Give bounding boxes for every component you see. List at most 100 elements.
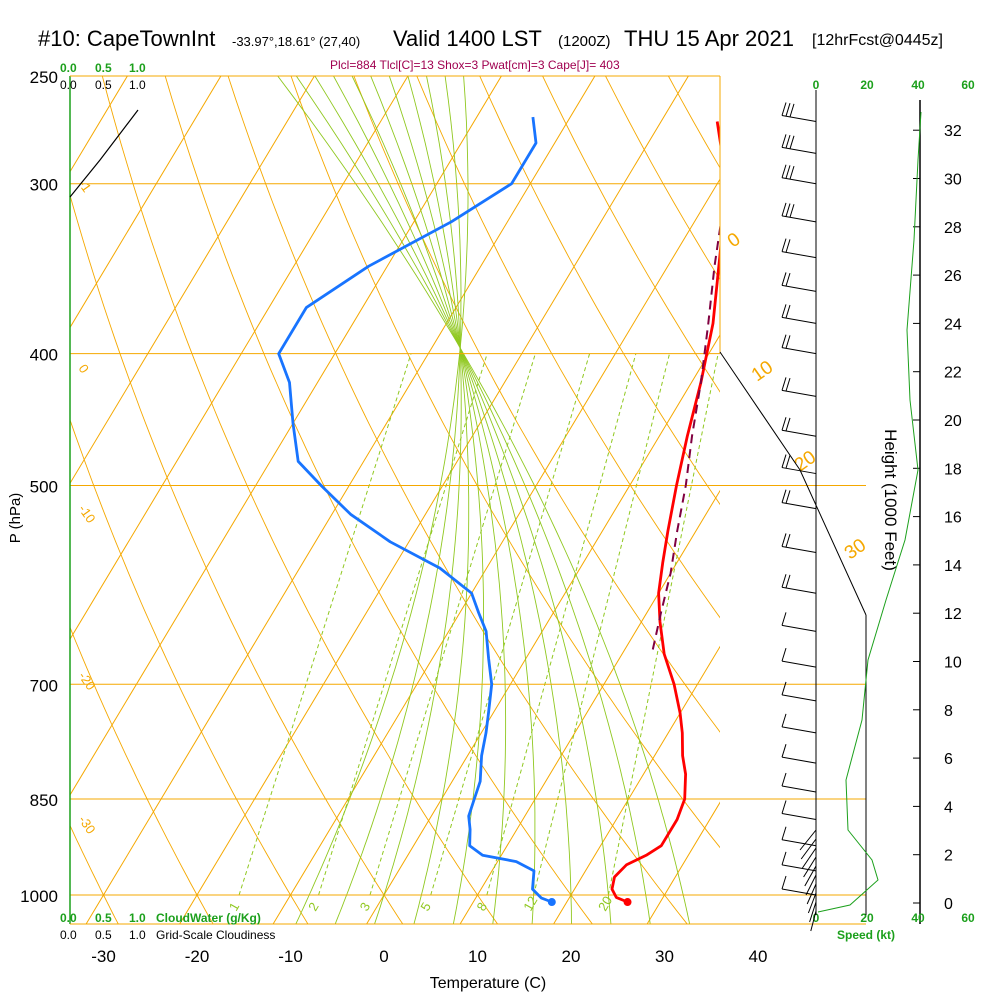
speed-bottom-tick: 60 xyxy=(961,911,975,925)
mixing-ratio-label: 3 xyxy=(357,900,374,914)
isotherm-line xyxy=(459,489,720,924)
wind-barb xyxy=(781,648,817,668)
dry-adiabat-line xyxy=(0,52,23,924)
speed-label: Speed (kt) xyxy=(837,928,895,942)
surface-wind-barb xyxy=(800,838,817,860)
wind-barb-staff xyxy=(781,660,817,668)
wind-barb-feather xyxy=(781,574,787,588)
pressure-tick-label: 300 xyxy=(30,176,58,195)
tropopause-segment xyxy=(69,109,139,198)
height-tick-label: 18 xyxy=(944,461,962,478)
speed-top-tick: 0 xyxy=(813,78,820,92)
wind-barb-feather xyxy=(785,203,791,217)
isotherm-label: -20 xyxy=(76,669,99,693)
height-tick-label: 10 xyxy=(944,655,962,672)
speed-bottom-tick: 40 xyxy=(911,911,925,925)
wind-barb-feather xyxy=(785,239,791,253)
speed-top-tick: 60 xyxy=(961,78,975,92)
speed-bottom-tick: 0 xyxy=(813,911,820,925)
surface-wind-barb xyxy=(799,829,817,851)
moist-adiabat-line xyxy=(407,76,470,924)
wind-barb-feather xyxy=(781,102,787,116)
forecast-info: [12hrFcst@0445z] xyxy=(812,32,943,49)
series-layer xyxy=(277,116,720,904)
mixing-ratio-label: 20 xyxy=(595,893,615,913)
wind-barb-feather xyxy=(781,875,787,890)
moist-adiabat-line xyxy=(334,76,462,924)
cloudwater-bottom-tick: 0.5 xyxy=(95,911,112,925)
height-tick-label: 8 xyxy=(944,703,953,720)
wind-barb xyxy=(781,377,817,397)
height-tick-label: 20 xyxy=(944,413,962,430)
moist-adiabat-line xyxy=(351,76,536,924)
temperature-tick-label: 30 xyxy=(655,947,674,966)
wind-barb-feather xyxy=(785,272,791,287)
wind-barb-feather xyxy=(781,272,787,286)
wind-barb-feather xyxy=(781,454,787,468)
wind-barb-feather xyxy=(781,202,787,216)
cloudiness-bottom-tick: 1.0 xyxy=(129,928,146,942)
wind-barb-staff xyxy=(781,502,817,510)
temperature-tick-label: -30 xyxy=(91,947,116,966)
utc-time: (1200Z) xyxy=(558,33,611,50)
wind-barb xyxy=(781,304,817,324)
station-title: #10: CapeTownInt xyxy=(38,26,216,51)
wind-barb-staff xyxy=(781,756,817,764)
dry-adiabat-line xyxy=(479,76,720,506)
wind-barb xyxy=(781,164,817,185)
wind-barb xyxy=(781,713,817,734)
pressure-tick-label: 700 xyxy=(30,676,58,695)
wind-barb xyxy=(781,875,817,896)
wind-barb-feather xyxy=(781,238,787,252)
height-tick-label: 24 xyxy=(944,316,962,333)
surface-wind-barb xyxy=(803,856,817,878)
wind-barb-feather xyxy=(781,304,787,318)
isotherm-line xyxy=(366,334,720,924)
wind-barb-staff xyxy=(781,888,817,896)
wind-barb-feather xyxy=(781,533,787,547)
station-coords: -33.97°,18.61° (27,40) xyxy=(232,34,361,49)
moist-adiabat-line xyxy=(370,76,507,924)
wind-barb-feather xyxy=(781,134,787,148)
wind-barb-feather xyxy=(781,681,787,696)
isotherm-label: -10 xyxy=(76,502,99,526)
wind-barb xyxy=(781,202,817,223)
wind-barb-staff xyxy=(781,429,817,437)
dry-adiabat-line xyxy=(101,76,498,924)
dry-adiabat-line xyxy=(353,76,720,733)
mixing-ratio-line xyxy=(533,353,671,896)
panel-divider xyxy=(719,351,867,616)
wind-barb xyxy=(781,612,817,632)
moist-adiabat-line xyxy=(314,76,612,924)
wind-barb-feather xyxy=(789,103,795,118)
wind-barb-feather xyxy=(781,334,787,348)
wind-barb xyxy=(781,851,817,872)
forecast-date: THU 15 Apr 2021 xyxy=(624,26,794,51)
y-axis-title: P (hPa) xyxy=(7,493,24,544)
wind-barb-feather xyxy=(785,377,791,392)
wind-barb-feather xyxy=(785,490,791,504)
height-tick-label: 28 xyxy=(944,220,962,237)
wind-barb-staff xyxy=(781,694,817,702)
wind-barb xyxy=(781,454,817,475)
wind-barb-feather xyxy=(781,612,787,626)
cloudwater-label: CloudWater (g/Kg) xyxy=(156,911,261,925)
surface-wind-barb xyxy=(801,847,817,869)
wind-barb-staff xyxy=(781,251,817,259)
cloudiness-top-tick: 1.0 xyxy=(129,78,146,92)
dry-adiabat-line xyxy=(416,76,720,619)
height-tick-label: 22 xyxy=(944,365,962,382)
pressure-tick-label: 400 xyxy=(30,346,58,365)
wind-barb-staff xyxy=(781,839,817,847)
moist-adiabat-line xyxy=(295,76,469,924)
pressure-tick-label: 250 xyxy=(30,68,58,87)
wind-barb-feather xyxy=(785,103,791,117)
isotherm-line xyxy=(928,52,1000,924)
wind-barb xyxy=(781,334,817,355)
series-line-parcel xyxy=(651,221,720,650)
temperature-tick-label: 20 xyxy=(562,947,581,966)
mixing-ratio-line xyxy=(430,353,591,896)
cloudwater-bottom-tick: 1.0 xyxy=(129,911,146,925)
